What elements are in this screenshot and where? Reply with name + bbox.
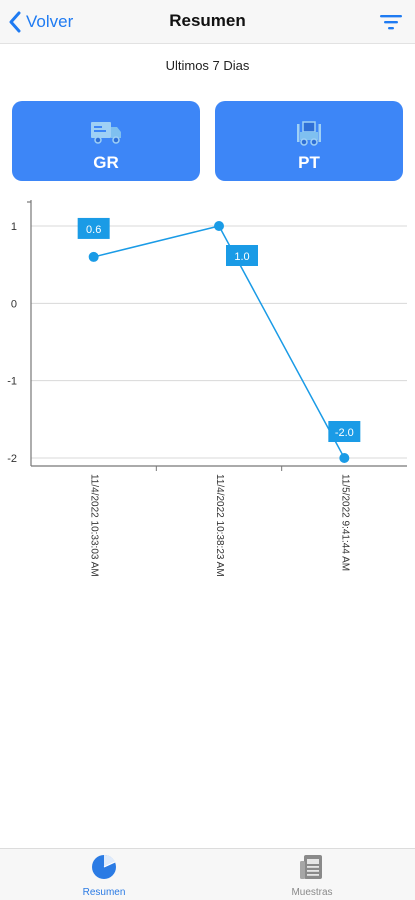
tab-resumen-label: Resumen <box>82 887 126 898</box>
data-point <box>214 221 224 231</box>
y-tick-label: 1 <box>11 221 17 233</box>
chevron-left-icon <box>9 11 21 33</box>
pt-button[interactable]: PT <box>215 101 403 181</box>
x-tick-label: 11/4/2022 10:33:03 AM <box>89 474 100 577</box>
data-label-text: -2.0 <box>335 427 354 439</box>
data-label-box <box>226 245 258 266</box>
data-label: 1.0 <box>226 245 258 266</box>
data-label-box <box>328 421 361 442</box>
data-point <box>88 251 99 262</box>
pt-button-label: PT <box>298 153 320 172</box>
gr-button[interactable]: GR <box>12 101 200 181</box>
nav-bar: Volver Resumen <box>0 0 415 44</box>
data-label: -2.0 <box>328 421 361 442</box>
tab-resumen[interactable]: Resumen <box>54 853 154 899</box>
data-point <box>339 453 350 463</box>
tab-bar: Resumen Muestras <box>0 848 415 900</box>
truck-icon <box>91 122 121 144</box>
period-label: Ultimos 7 Dias <box>165 58 250 73</box>
line-chart: 1 0 -1 -2 0.6 1.0 -2.0 11/4/2022 10:33:03 AM 11/… <box>7 200 407 577</box>
gr-button-label: GR <box>93 153 119 172</box>
tab-muestras-label: Muestras <box>291 887 333 898</box>
forklift-icon <box>297 121 321 146</box>
pie-chart-icon <box>92 854 116 879</box>
newspaper-icon <box>300 855 322 879</box>
back-label: Volver <box>26 12 74 31</box>
series-line <box>93 225 345 459</box>
x-tick-label: 11/4/2022 10:38:23 AM <box>214 474 225 577</box>
y-tick-label: -2 <box>7 453 17 465</box>
tab-muestras[interactable]: Muestras <box>262 853 362 899</box>
data-label: 0.6 <box>77 217 110 239</box>
x-tick-label: 11/5/2022 9:41:44 AM <box>339 474 350 571</box>
data-label-text: 1.0 <box>234 251 249 263</box>
page-title: Resumen <box>169 11 246 30</box>
filter-icon[interactable] <box>379 11 403 33</box>
back-button[interactable]: Volver <box>8 8 73 36</box>
y-tick-label: 0 <box>11 298 17 310</box>
data-label-box <box>77 217 110 239</box>
data-label-text: 0.6 <box>86 224 101 236</box>
y-tick-label: -1 <box>7 376 17 388</box>
